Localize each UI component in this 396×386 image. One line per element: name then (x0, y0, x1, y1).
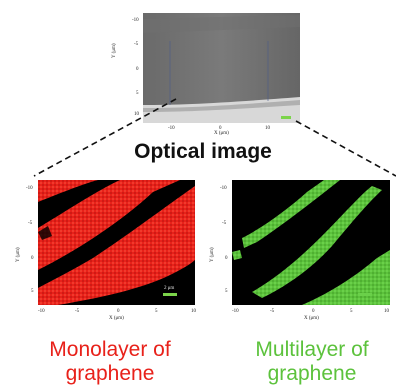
multi-x-tick: -10 (232, 309, 239, 314)
mono-y-tick: 5 (31, 289, 34, 294)
mono-scale-bar-line (163, 293, 177, 296)
mono-x-tick: 10 (191, 309, 196, 314)
mono-x-tick: 0 (117, 309, 120, 314)
mono-y-tick: 0 (31, 256, 34, 261)
multi-x-axis-label: X (μm) (304, 316, 319, 321)
multi-scale-bar-line (358, 293, 372, 296)
mono-scale-bar-label: 2 μm (164, 286, 175, 291)
optical-microscope-image (143, 13, 300, 123)
mono-x-axis-label: X (μm) (109, 316, 124, 321)
multi-y-axis-label: Y (μm) (210, 247, 215, 262)
optical-y-tick: 0 (136, 67, 139, 72)
monolayer-raman-map (38, 180, 195, 305)
optical-x-tick: 0 (219, 126, 222, 131)
multi-y-tick: -5 (222, 221, 227, 226)
optical-y-tick: 10 (134, 112, 139, 117)
mono-x-tick: -5 (75, 309, 80, 314)
mono-y-axis-label: Y (μm) (16, 247, 21, 262)
mono-x-tick: -10 (38, 309, 45, 314)
optical-x-tick: -10 (168, 126, 175, 131)
multi-y-tick: 5 (225, 289, 228, 294)
multilayer-caption-line1: Multilayer of (255, 338, 369, 361)
optical-scale-bar (281, 116, 291, 119)
monolayer-caption-line2: graphene (65, 362, 155, 385)
optical-y-tick: -10 (132, 18, 139, 23)
mono-x-tick: 5 (155, 309, 158, 314)
optical-image-title: Optical image (134, 140, 272, 163)
optical-y-tick: -5 (134, 42, 139, 47)
multilayer-raman-map (232, 180, 390, 305)
multi-y-tick: -10 (220, 186, 227, 191)
mono-y-tick: -5 (28, 221, 33, 226)
monolayer-caption: Monolayer of graphene (20, 338, 200, 386)
mono-y-tick: -10 (26, 186, 33, 191)
multi-y-tick: 0 (225, 256, 228, 261)
multilayer-caption: Multilayer of graphene (228, 338, 396, 386)
multi-x-tick: -5 (270, 309, 275, 314)
multilayer-caption-line2: graphene (267, 362, 357, 385)
optical-x-tick: 10 (265, 126, 270, 131)
optical-x-axis-label: X (μm) (214, 131, 229, 136)
monolayer-caption-line1: Monolayer of (49, 338, 171, 361)
optical-y-tick: 5 (136, 91, 139, 96)
multi-x-tick: 5 (350, 309, 353, 314)
multi-x-tick: 10 (384, 309, 389, 314)
multi-x-tick: 0 (312, 309, 315, 314)
